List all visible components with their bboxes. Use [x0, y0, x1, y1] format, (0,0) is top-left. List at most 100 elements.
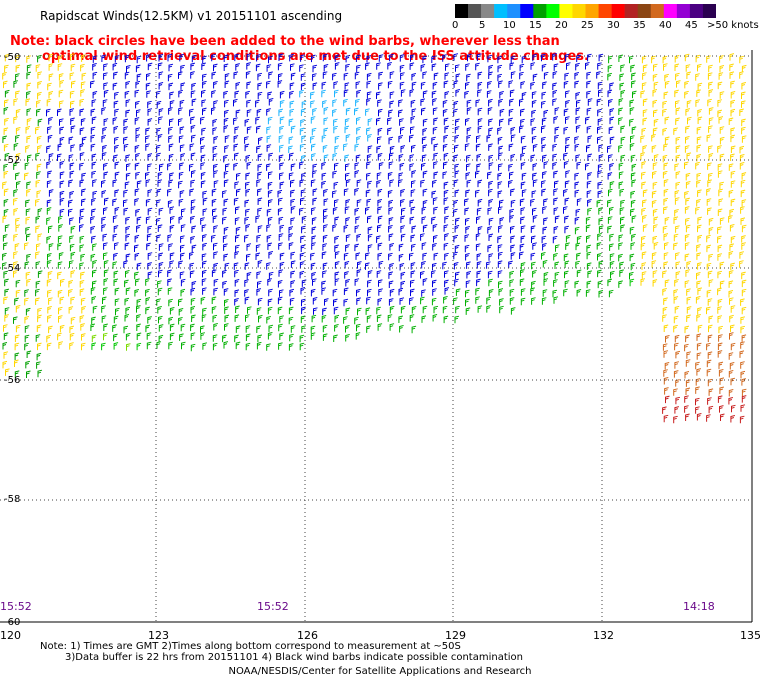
wind-barb [464, 244, 470, 253]
wind-barb [674, 55, 680, 63]
wind-barb [70, 144, 76, 152]
wind-barb [200, 172, 206, 180]
wind-barb [542, 206, 547, 214]
wind-barb [26, 71, 32, 80]
wind-barb [377, 252, 383, 261]
wind-barb [542, 260, 548, 268]
wind-barb [3, 199, 9, 207]
wind-barb [444, 270, 449, 278]
wind-barb [146, 242, 151, 251]
wind-barb [674, 342, 679, 351]
wind-barb [676, 80, 681, 88]
wind-barb [444, 252, 449, 261]
wind-barb [509, 98, 514, 107]
wind-barb [223, 170, 229, 179]
wind-barb [157, 171, 163, 180]
wind-barb [68, 179, 73, 187]
wind-barb [433, 143, 439, 151]
wind-barb [202, 190, 208, 199]
wind-barb [662, 170, 668, 179]
wind-barb [498, 80, 503, 88]
wind-barb [377, 127, 383, 136]
wind-barb [409, 62, 415, 70]
wind-barb [618, 98, 624, 106]
wind-barb [211, 269, 217, 277]
wind-barb [487, 81, 492, 89]
wind-barb [673, 127, 678, 135]
wind-barb [354, 71, 360, 80]
wind-barb [618, 54, 624, 62]
wind-barb [564, 72, 570, 81]
wind-barb [92, 305, 98, 314]
wind-barb [299, 342, 305, 351]
wind-barb [409, 314, 415, 322]
wind-barb [26, 181, 31, 189]
wind-barb [279, 172, 284, 180]
wind-barb [57, 143, 63, 151]
wind-barb [741, 395, 747, 403]
wind-barb [376, 270, 382, 278]
wind-barb [642, 215, 647, 223]
wind-barb [730, 324, 735, 332]
wind-barb [266, 135, 272, 143]
wind-barb [475, 143, 481, 152]
wind-barb [717, 306, 722, 314]
wind-barb [618, 162, 624, 171]
lat-label: -60 [4, 617, 20, 628]
wind-barb [310, 288, 316, 297]
wind-barb [147, 163, 152, 171]
wind-barb [652, 279, 658, 287]
wind-barb [641, 82, 647, 90]
pass-time-label: 14:18 [683, 600, 715, 613]
wind-barb [728, 290, 734, 298]
wind-barb [58, 252, 64, 260]
wind-barb [355, 252, 361, 260]
wind-barb [443, 197, 449, 205]
wind-barb [487, 54, 493, 63]
wind-barb [618, 280, 623, 288]
wind-barb [609, 243, 614, 251]
wind-barb [564, 180, 570, 188]
wind-barb [211, 198, 217, 207]
wind-barb [532, 53, 537, 62]
wind-barb [90, 126, 96, 135]
wind-barb [167, 200, 173, 208]
wind-barb [81, 172, 87, 181]
wind-barb [730, 80, 735, 89]
wind-barb [717, 287, 722, 296]
wind-barb [222, 190, 227, 198]
wind-barb [586, 90, 591, 99]
wind-barb [674, 190, 680, 198]
wind-barb [662, 288, 667, 296]
wind-barb [519, 71, 524, 80]
wind-barb [178, 216, 184, 224]
wind-barb [685, 181, 691, 189]
wind-barb [532, 163, 538, 171]
wind-barb [663, 369, 668, 377]
wind-barb [444, 72, 450, 80]
wind-barb [257, 82, 263, 90]
wind-barb [354, 162, 360, 170]
wind-barb [464, 198, 469, 206]
wind-barb [376, 91, 381, 99]
wind-barb [728, 389, 734, 397]
wind-barb [488, 143, 493, 151]
legend-label: 10 [503, 20, 516, 31]
wind-barb [454, 134, 460, 143]
wind-barb [234, 152, 239, 161]
wind-barb [212, 127, 218, 135]
wind-barb [79, 280, 85, 288]
wind-barb [453, 262, 459, 270]
wind-barb [442, 109, 448, 117]
wind-barb [652, 181, 658, 190]
wind-barb [81, 333, 86, 341]
wind-barb [356, 64, 361, 73]
wind-barb [541, 252, 546, 260]
wind-barb [345, 307, 351, 315]
wind-barb [147, 189, 153, 197]
wind-barb [641, 127, 647, 136]
wind-barb [730, 342, 736, 351]
wind-barb [191, 134, 196, 143]
wind-barb [488, 289, 494, 297]
wind-barb [574, 172, 580, 181]
